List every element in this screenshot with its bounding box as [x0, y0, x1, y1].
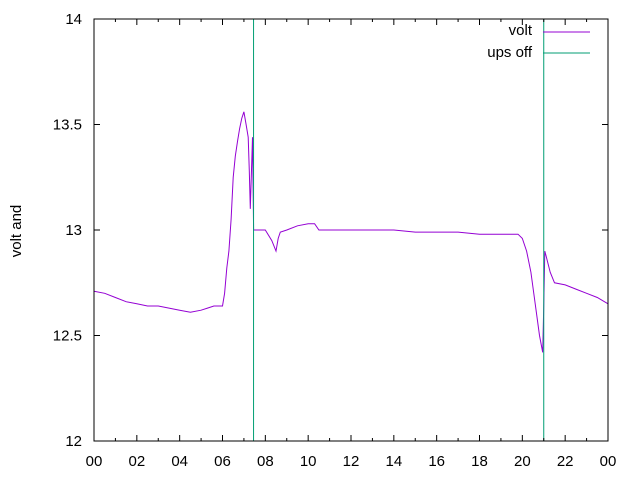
plot-layer [93, 19, 609, 441]
x-tick-label: 04 [171, 453, 188, 470]
y-axis-label: volt and [8, 205, 25, 258]
x-tick-label: 18 [471, 453, 488, 470]
series-line-volt [93, 111, 609, 353]
x-tick-label: 14 [385, 453, 402, 470]
y-tick-label: 12 [65, 433, 82, 450]
x-tick-label: 16 [428, 453, 445, 470]
y-tick-label: 13.5 [53, 117, 82, 134]
legend: volt ups off [487, 22, 590, 61]
legend-label-volt: volt [509, 22, 533, 39]
x-tick-label: 08 [257, 453, 274, 470]
x-tick-label: 00 [86, 453, 103, 470]
x-tick-label: 22 [557, 453, 574, 470]
y-tick-label: 13 [65, 222, 82, 239]
ticks-layer [93, 18, 609, 442]
x-tick-label: 10 [300, 453, 317, 470]
y-tick-label: 12.5 [53, 328, 82, 345]
x-tick-label: 00 [600, 453, 617, 470]
x-tick-label: 06 [214, 453, 231, 470]
x-tick-label: 20 [514, 453, 531, 470]
x-tick-label: 12 [343, 453, 360, 470]
legend-label-ups-off: ups off [487, 44, 533, 61]
x-tick-label: 02 [128, 453, 145, 470]
y-tick-label: 14 [65, 11, 82, 28]
